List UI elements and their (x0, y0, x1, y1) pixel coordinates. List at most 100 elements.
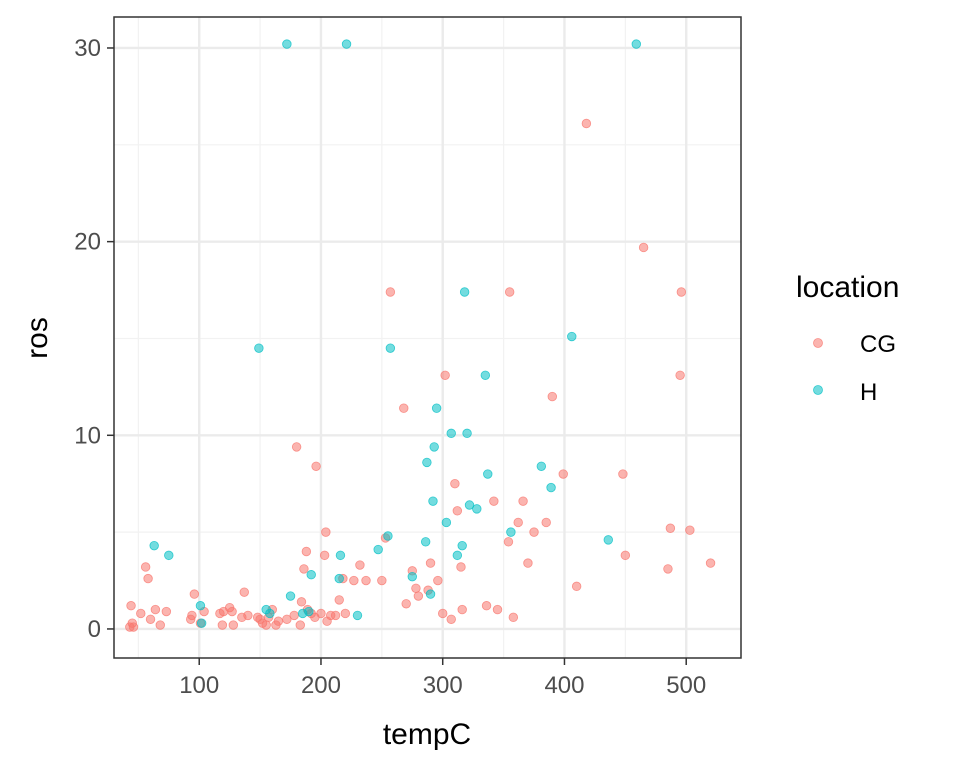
data-point-cg (301, 546, 312, 557)
data-point-h (462, 428, 472, 439)
legend-label-cg: CG (860, 331, 896, 358)
data-point-cg (547, 391, 557, 402)
data-point-h (341, 39, 352, 49)
data-point-cg (227, 606, 237, 617)
data-point-cg (529, 527, 539, 537)
data-point-cg (161, 606, 172, 617)
data-point-cg (513, 517, 523, 528)
data-point-cg (239, 587, 249, 597)
data-point-cg (676, 287, 687, 297)
x-axis-title: tempC (383, 718, 471, 751)
data-point-cg (334, 595, 344, 605)
data-point-h (373, 544, 383, 555)
y-axis-title: ros (21, 317, 54, 359)
data-point-cg (558, 469, 568, 479)
data-point-cg (282, 614, 292, 624)
data-point-cg (355, 560, 365, 570)
data-point-cg (126, 601, 136, 611)
data-point-cg (433, 575, 443, 586)
x-tick-label: 100 (179, 672, 219, 699)
data-point-cg (228, 620, 239, 630)
data-point-h (457, 540, 467, 551)
data-point-cg (289, 610, 299, 621)
data-point-cg (361, 575, 371, 586)
data-point-cg (675, 370, 685, 380)
data-point-cg (638, 242, 649, 253)
data-point-cg (450, 479, 460, 489)
data-point-cg (319, 550, 330, 561)
data-point-h (254, 343, 264, 353)
data-point-h (334, 573, 344, 584)
data-point-h (195, 601, 206, 611)
data-point-cg (143, 573, 153, 584)
data-point-cg (663, 564, 673, 574)
data-point-cg (311, 461, 321, 471)
data-point-h (429, 442, 439, 452)
x-tick-label: 500 (666, 672, 706, 699)
data-point-h (335, 550, 346, 561)
data-point-h (631, 39, 641, 49)
data-point-h (567, 331, 577, 342)
data-point-cg (411, 583, 421, 593)
data-point-h (282, 39, 292, 49)
series-h (149, 39, 641, 628)
data-point-cg (273, 616, 284, 626)
data-points (125, 39, 716, 632)
data-point-cg (581, 118, 592, 129)
data-point-cg (620, 550, 631, 561)
data-point-h (446, 428, 456, 439)
data-point-cg (481, 601, 492, 611)
data-point-cg (189, 589, 200, 599)
y-tick-label: 0 (88, 616, 101, 643)
data-point-cg (446, 614, 456, 624)
series-cg (125, 118, 716, 632)
legend-key-cg (813, 338, 823, 348)
data-point-cg (128, 622, 139, 632)
data-point-h (472, 504, 482, 514)
data-point-cg (399, 403, 409, 413)
data-point-h (480, 370, 491, 380)
data-point-h (265, 608, 275, 619)
data-point-cg (571, 581, 582, 592)
data-point-h (603, 535, 613, 545)
data-point-h (441, 517, 452, 528)
legend: location CG H (796, 271, 899, 406)
data-point-h (483, 469, 493, 479)
data-point-h (428, 496, 438, 506)
legend-title: location (796, 271, 899, 304)
panel-background (114, 17, 741, 658)
data-point-h (196, 618, 207, 628)
data-point-h (383, 531, 393, 541)
data-point-h (452, 550, 463, 561)
data-point-h (164, 550, 174, 561)
data-point-cg (705, 558, 716, 568)
data-point-cg (440, 370, 450, 380)
data-point-cg (295, 620, 305, 630)
x-tick-label: 200 (301, 672, 341, 699)
data-point-cg (291, 442, 302, 452)
data-point-cg (425, 558, 436, 568)
plot-panel (114, 17, 741, 658)
data-point-cg (503, 537, 514, 547)
data-point-cg (377, 575, 387, 586)
data-point-h (546, 482, 556, 493)
data-point-h (422, 457, 432, 468)
data-point-cg (136, 608, 146, 619)
data-point-h (506, 527, 516, 537)
data-point-cg (330, 610, 341, 621)
data-point-cg (401, 599, 411, 609)
data-point-cg (140, 562, 151, 572)
data-point-cg (452, 506, 463, 516)
data-point-cg (489, 496, 499, 506)
data-point-cg (316, 608, 326, 619)
data-point-cg (504, 287, 515, 297)
panel-border (113, 16, 742, 659)
data-point-h (149, 540, 159, 551)
y-tick-label: 20 (74, 229, 101, 256)
data-point-cg (685, 525, 695, 535)
data-point-h (464, 500, 475, 510)
data-point-h (306, 570, 316, 580)
data-point-cg (413, 591, 424, 601)
data-point-cg (385, 287, 396, 297)
